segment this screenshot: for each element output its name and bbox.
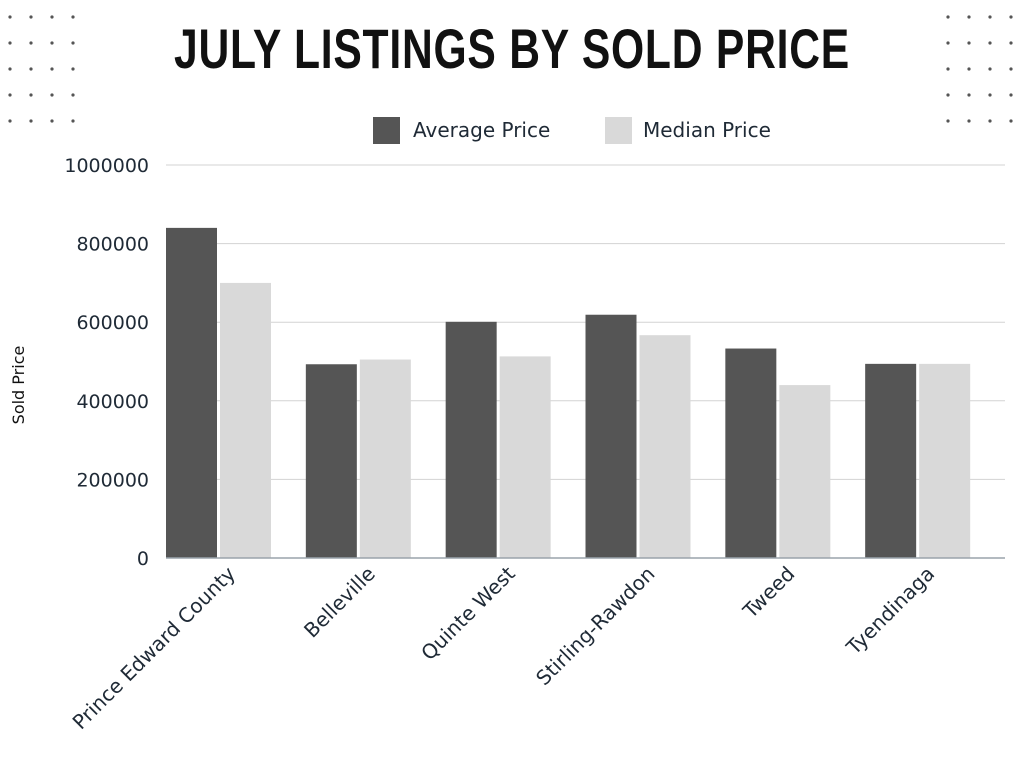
decorative-dot xyxy=(50,41,54,45)
decorative-dot xyxy=(8,119,12,123)
decorative-dot xyxy=(946,41,950,45)
decorative-dot xyxy=(1009,15,1013,19)
decorative-dot xyxy=(988,15,992,19)
decorative-dot xyxy=(50,15,54,19)
decorative-dot xyxy=(8,15,12,19)
x-category-label: Quinte West xyxy=(416,561,520,665)
decorative-dot xyxy=(988,119,992,123)
decorative-dot xyxy=(71,93,75,97)
bar-average-quinte-west xyxy=(445,321,497,558)
decorative-dot xyxy=(71,15,75,19)
legend: Average Price Median Price xyxy=(373,117,771,144)
bar-median-stirling-rawdon xyxy=(639,335,691,558)
x-category-label: Tweed xyxy=(737,562,799,624)
x-category-label: Belleville xyxy=(299,562,380,643)
y-axis-ticks: 0 200000 400000 600000 800000 1000000 xyxy=(64,155,149,570)
x-axis-categories: Prince Edward County Belleville Quinte Wes… xyxy=(68,561,940,734)
decorative-dot xyxy=(1009,67,1013,71)
decorative-dot xyxy=(29,67,33,71)
legend-swatch-average xyxy=(373,117,400,144)
decorative-dot xyxy=(988,93,992,97)
x-category-label: Tyendinaga xyxy=(841,562,939,660)
bar-average-tweed xyxy=(725,348,777,558)
bar-average-belleville xyxy=(305,364,357,558)
bar-median-belleville xyxy=(359,359,411,558)
decorative-dot xyxy=(29,93,33,97)
bar-average-tyendinaga xyxy=(865,363,917,558)
x-category-label: Stirling-Rawdon xyxy=(531,562,659,690)
decorative-dot xyxy=(29,15,33,19)
decorative-dot xyxy=(8,67,12,71)
decorative-dot xyxy=(29,41,33,45)
y-tick-label: 1000000 xyxy=(64,155,149,177)
y-tick-label: 400000 xyxy=(76,391,149,413)
bar-median-tyendinaga xyxy=(919,363,971,558)
decorative-dot xyxy=(8,93,12,97)
chart-title: JULY LISTINGS BY SOLD PRICE xyxy=(174,17,850,80)
legend-label-average: Average Price xyxy=(413,118,550,142)
decorative-dot xyxy=(967,119,971,123)
decorative-dot xyxy=(946,119,950,123)
decorative-dot-grid-right xyxy=(946,15,1013,123)
decorative-dot xyxy=(946,67,950,71)
decorative-dot xyxy=(50,119,54,123)
decorative-dot xyxy=(946,93,950,97)
y-tick-label: 0 xyxy=(137,548,149,570)
decorative-dot xyxy=(967,93,971,97)
decorative-dot xyxy=(1009,93,1013,97)
bar-average-stirling-rawdon xyxy=(585,314,637,558)
y-tick-label: 600000 xyxy=(76,312,149,334)
decorative-dot-grid-left xyxy=(8,15,75,123)
decorative-dot xyxy=(1009,119,1013,123)
decorative-dot xyxy=(967,67,971,71)
decorative-dot xyxy=(988,67,992,71)
decorative-dot xyxy=(71,67,75,71)
bar-median-prince-edward-county xyxy=(220,282,271,558)
decorative-dot xyxy=(946,15,950,19)
decorative-dot xyxy=(29,119,33,123)
decorative-dot xyxy=(50,93,54,97)
legend-swatch-median xyxy=(605,117,632,144)
bars xyxy=(166,227,971,558)
bar-median-quinte-west xyxy=(499,356,551,558)
y-tick-label: 200000 xyxy=(76,469,149,491)
decorative-dot xyxy=(50,67,54,71)
decorative-dot xyxy=(967,15,971,19)
bar-median-tweed xyxy=(779,385,831,558)
x-category-label: Prince Edward County xyxy=(68,561,241,734)
decorative-dot xyxy=(967,41,971,45)
decorative-dot xyxy=(988,41,992,45)
y-tick-label: 800000 xyxy=(76,234,149,256)
y-axis-label: Sold Price xyxy=(9,346,28,425)
legend-label-median: Median Price xyxy=(643,118,771,142)
decorative-dot xyxy=(71,41,75,45)
decorative-dot xyxy=(8,41,12,45)
bar-average-prince-edward-county xyxy=(166,227,217,558)
decorative-dot xyxy=(71,119,75,123)
decorative-dot xyxy=(1009,41,1013,45)
